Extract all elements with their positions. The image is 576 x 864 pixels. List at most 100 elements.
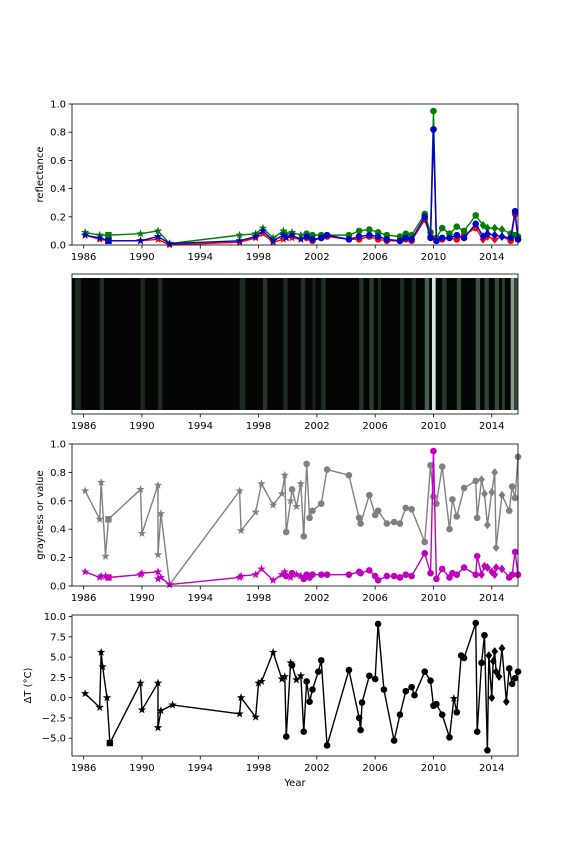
delta-t-data-point [98, 662, 107, 671]
grayness-x-tick-label: 1994 [188, 593, 213, 604]
delta-t-data-point [300, 728, 308, 735]
delta-t-series-line [84, 622, 519, 751]
reflectance-data-point [251, 232, 260, 241]
reflectance-data-point [317, 234, 325, 242]
strip-stripe [424, 278, 430, 410]
reflectance-data-point [472, 212, 480, 219]
grayness-data-point [491, 468, 499, 477]
reflectance-data-point [366, 226, 373, 233]
reflectance-data-point [258, 226, 268, 235]
grayness-y-tick-label: 0.6 [50, 496, 66, 507]
reflectance-data-point [258, 229, 268, 238]
delta-t-data-point [502, 697, 510, 707]
grayness-data-point [277, 489, 287, 498]
delta-t-data-point [282, 733, 290, 740]
grayness-data-point [374, 577, 382, 584]
delta-t-data-point [303, 678, 310, 685]
delta-t-data-point [137, 705, 147, 714]
grayness-data-point [251, 507, 260, 516]
grayness-data-point [473, 514, 481, 522]
reflectance-data-point [287, 233, 297, 242]
strip-stripe [359, 278, 364, 410]
grayness-data-point [390, 518, 398, 526]
strip-stripe [283, 278, 288, 410]
grayness-data-point [433, 575, 440, 583]
reflectance-data-point [430, 107, 437, 115]
reflectance-data-point [472, 220, 480, 228]
delta-t-data-point [446, 734, 453, 741]
grayness-data-point [292, 570, 301, 579]
reflectance-data-point [498, 225, 506, 234]
reflectance-x-tick-label: 2010 [421, 252, 446, 263]
grayness-data-point [345, 471, 353, 479]
reflectance-data-point [287, 230, 297, 239]
strip-stripe [140, 278, 145, 410]
grayness-data-point [156, 509, 166, 518]
delta-t-y-tick-label: 10.0 [44, 612, 66, 623]
delta-t-data-point [345, 666, 353, 674]
grayness-data-point [355, 514, 363, 522]
reflectance-data-point [323, 231, 331, 239]
grayness-x-tick-label: 2014 [479, 593, 504, 604]
strip-stripe [515, 278, 518, 410]
delta-t-data-point [106, 739, 114, 747]
grayness-data-point [481, 489, 488, 498]
strip-stripe [411, 278, 416, 410]
grayness-data-point [492, 563, 500, 572]
grayness-x-tick-label: 2010 [421, 593, 446, 604]
grayness-data-point [236, 526, 246, 535]
grayness-data-point [296, 571, 306, 580]
grayness-data-point [438, 463, 446, 471]
delta-t-data-point [168, 700, 177, 709]
delta-t-data-point [292, 675, 301, 684]
grayness-data-point [505, 507, 513, 515]
strip-stripe [399, 278, 405, 410]
reflectance-data-point [421, 213, 429, 221]
reflectance-data-point [279, 226, 288, 235]
strip-stripe [442, 278, 447, 410]
grayness-data-point [268, 500, 278, 509]
grayness-data-point [446, 525, 453, 533]
grayness-x-tick-label: 2006 [362, 593, 387, 604]
delta-t-data-point [438, 711, 446, 718]
grayness-data-point [95, 514, 104, 523]
grayness-data-point [383, 572, 391, 580]
grayness-data-point [511, 548, 519, 556]
reflectance-data-point [153, 232, 163, 241]
grayness-data-point [323, 466, 331, 473]
grayness-y-tick-label: 1.0 [50, 440, 66, 451]
grayness-data-point [421, 538, 429, 546]
reflectance-data-point [460, 234, 468, 242]
grayness-data-point [153, 567, 163, 576]
reflectance-data-point [374, 233, 382, 240]
delta-t-data-point [485, 651, 493, 660]
grayness-x-tick-label: 1986 [71, 593, 96, 604]
delta-t-data-point [449, 694, 459, 703]
grayness-data-point [153, 574, 163, 583]
grayness-data-point [286, 573, 295, 582]
strip-stripe [484, 278, 489, 410]
grayness-data-point [357, 520, 364, 527]
delta-t-data-point [481, 631, 488, 639]
delta-t-data-point [390, 737, 398, 744]
grayness-data-point [449, 496, 456, 503]
grayness-data-point [288, 569, 296, 577]
grayness-data-point [80, 567, 90, 576]
delta-t-y-tick-label: 2.5 [50, 673, 66, 684]
delta-t-data-point [421, 668, 429, 676]
delta-t-data-point [257, 677, 266, 686]
delta-t-data-point [102, 693, 112, 702]
grayness-data-point [136, 485, 145, 493]
grayness-data-point [478, 475, 485, 484]
grayness-data-point [488, 487, 496, 497]
grayness-data-point [473, 552, 481, 560]
grayness-data-point [317, 500, 325, 507]
reflectance-data-point [296, 234, 306, 243]
delta-t-x-tick-label: 1986 [71, 763, 96, 774]
grayness-data-point [492, 543, 500, 552]
reflectance-data-point [427, 234, 434, 242]
delta-t-data-point [156, 706, 166, 715]
strip-x-tick-label: 2006 [362, 421, 387, 432]
reflectance-data-point [136, 229, 145, 238]
